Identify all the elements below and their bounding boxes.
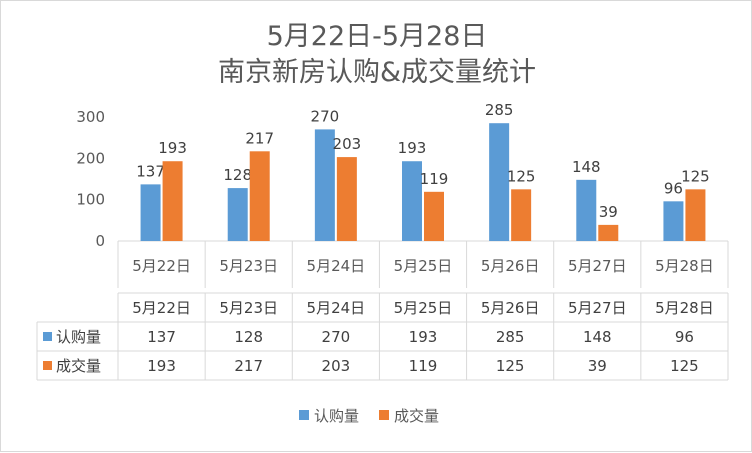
x-tick-label: 5月28日 bbox=[655, 257, 714, 275]
table-cell: 137 bbox=[147, 328, 176, 346]
table-cell: 270 bbox=[322, 328, 351, 346]
data-label: 285 bbox=[485, 101, 514, 119]
table-cell: 217 bbox=[234, 357, 263, 375]
table-header-cell: 5月25日 bbox=[394, 299, 453, 317]
bar-rengou bbox=[576, 179, 597, 241]
data-label: 193 bbox=[398, 139, 427, 157]
bar-chengjiao bbox=[685, 189, 706, 241]
y-tick-label: 100 bbox=[76, 191, 105, 209]
data-label: 119 bbox=[420, 170, 449, 188]
bar-chengjiao bbox=[249, 151, 270, 241]
table-cell: 125 bbox=[670, 357, 699, 375]
legend-label: 成交量 bbox=[394, 407, 439, 425]
chart-title-line-2: 南京新房认购&成交量统计 bbox=[218, 57, 536, 88]
data-label: 39 bbox=[599, 203, 618, 221]
chart-title-line-1: 5月22日-5月28日 bbox=[267, 21, 488, 52]
bar-chengjiao bbox=[511, 189, 532, 241]
bar-chengjiao bbox=[424, 191, 444, 241]
data-label: 193 bbox=[158, 139, 187, 157]
table-cell: 148 bbox=[583, 328, 612, 346]
table-cell: 96 bbox=[675, 328, 694, 346]
data-label: 128 bbox=[223, 166, 252, 184]
table-row-label: 认购量 bbox=[56, 328, 101, 346]
y-tick-label: 200 bbox=[76, 149, 105, 167]
data-label: 125 bbox=[507, 167, 536, 185]
y-tick-label: 300 bbox=[76, 108, 105, 126]
x-tick-label: 5月27日 bbox=[568, 257, 627, 275]
bar-rengou bbox=[227, 188, 248, 241]
data-label: 125 bbox=[681, 167, 710, 185]
y-axis: 0 100 200 300 5月22日 5月23日 5月24日 5月25日 5月26日 5月27日… bbox=[76, 108, 729, 288]
table-cell: 285 bbox=[496, 328, 525, 346]
bar-rengou bbox=[489, 123, 510, 241]
x-tick-label: 5月25日 bbox=[394, 257, 453, 275]
table-header-cell: 5月24日 bbox=[307, 299, 366, 317]
table-row-label: 成交量 bbox=[56, 357, 101, 375]
table-header-cell: 5月22日 bbox=[132, 299, 191, 317]
bar-chengjiao bbox=[598, 224, 619, 241]
table-header-cell: 5月28日 bbox=[655, 299, 714, 317]
bar-rengou bbox=[314, 129, 335, 241]
legend-swatch bbox=[379, 410, 389, 420]
data-label: 148 bbox=[572, 158, 601, 176]
table-header-cell: 5月27日 bbox=[568, 299, 627, 317]
table-cell: 193 bbox=[409, 328, 438, 346]
data-label: 96 bbox=[664, 179, 683, 197]
x-tick-label: 5月23日 bbox=[219, 257, 278, 275]
x-tick-label: 5月22日 bbox=[132, 257, 191, 275]
table-cell: 203 bbox=[322, 357, 351, 375]
bar-rengou bbox=[140, 184, 161, 241]
table-cell: 128 bbox=[234, 328, 263, 346]
x-tick-label: 5月24日 bbox=[307, 257, 366, 275]
legend-label: 认购量 bbox=[314, 407, 359, 425]
bar-chengjiao bbox=[336, 157, 357, 241]
table-legend-key bbox=[43, 332, 52, 341]
y-tick-label: 0 bbox=[95, 232, 105, 250]
table-cell: 125 bbox=[496, 357, 525, 375]
table-cell: 39 bbox=[588, 357, 607, 375]
table-legend-key bbox=[43, 361, 52, 370]
legend: 认购量 成交量 bbox=[299, 407, 439, 425]
data-label: 203 bbox=[333, 135, 362, 153]
table-header-cell: 5月23日 bbox=[219, 299, 278, 317]
bar-rengou bbox=[402, 161, 422, 241]
data-label: 217 bbox=[245, 129, 274, 147]
bar-rengou bbox=[663, 201, 684, 241]
data-label: 137 bbox=[136, 162, 165, 180]
table-cell: 119 bbox=[409, 357, 438, 375]
data-label: 270 bbox=[311, 107, 340, 125]
table-header-cell: 5月26日 bbox=[481, 299, 540, 317]
table-cell: 193 bbox=[147, 357, 176, 375]
bar-chengjiao bbox=[162, 161, 183, 241]
x-tick-label: 5月26日 bbox=[481, 257, 540, 275]
legend-swatch bbox=[299, 410, 309, 420]
